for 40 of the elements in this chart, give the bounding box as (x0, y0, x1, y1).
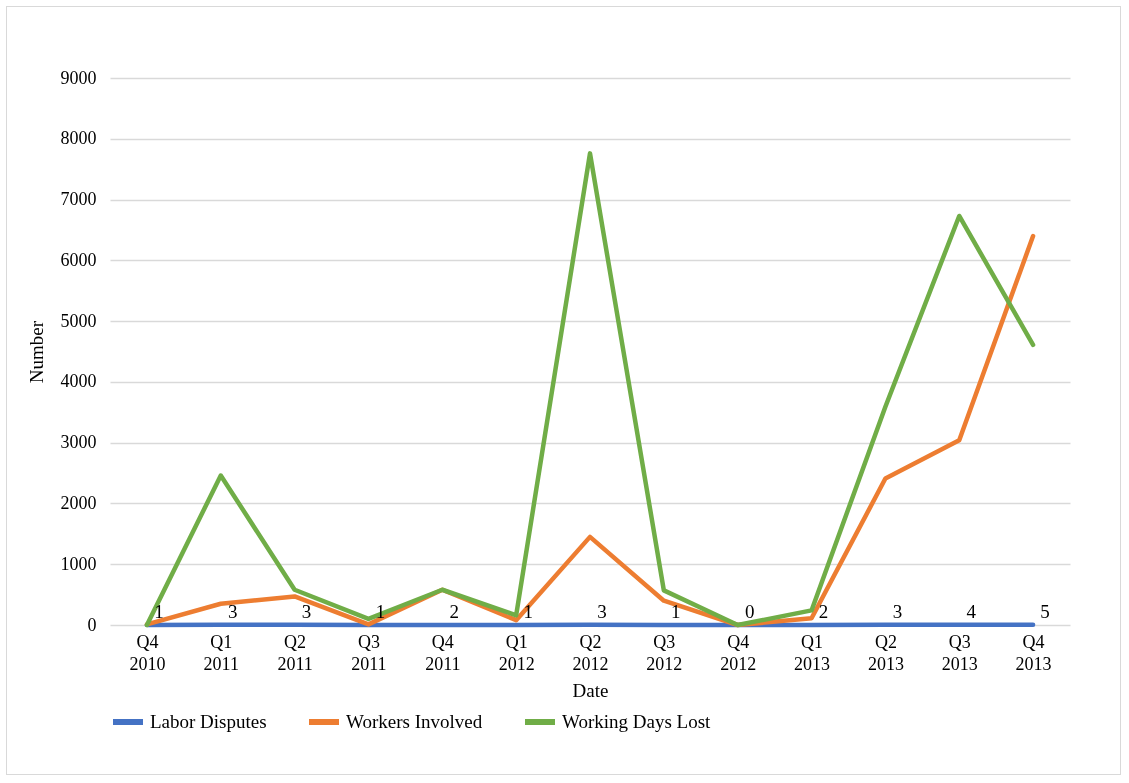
data-label: 3 (301, 600, 312, 622)
y-tick-label: 2000 (60, 492, 97, 513)
y-tick-label: 1000 (60, 553, 97, 574)
x-tick-label: Q2 2012 (572, 631, 609, 674)
x-tick-label: Q3 2013 (941, 631, 978, 674)
y-tick-label: 6000 (60, 249, 97, 270)
x-tick-label: Q4 2010 (129, 631, 166, 674)
x-tick-label: Q2 2013 (867, 631, 904, 674)
y-tick-label: 8000 (60, 128, 97, 149)
x-tick-label: Q4 2013 (1015, 631, 1052, 674)
x-axis-title: Date (572, 679, 609, 701)
data-label: 0 (744, 601, 755, 622)
data-label: 3 (228, 600, 238, 622)
x-tick-label: Q1 2011 (203, 631, 239, 674)
y-axis-title: Number (25, 320, 47, 384)
y-tick-label: 3000 (60, 432, 97, 453)
data-label: 1 (154, 600, 164, 622)
y-tick-label: 4000 (60, 371, 97, 392)
legend-label: Workers Involved (346, 711, 483, 732)
x-tick-label: Q1 2013 (794, 631, 831, 674)
legend-label: Labor Disputes (150, 711, 267, 732)
x-tick-label: Q4 2011 (425, 631, 461, 674)
y-tick-label: 7000 (60, 189, 97, 210)
data-label: 5 (1040, 600, 1050, 622)
data-label: 3 (892, 600, 903, 622)
data-label: 4 (966, 600, 977, 622)
legend-label: Working Days Lost (562, 711, 712, 732)
data-label: 2 (818, 600, 829, 622)
y-tick-label: 5000 (60, 310, 97, 331)
data-label: 2 (449, 600, 460, 622)
x-tick-label: Q3 2011 (351, 631, 387, 674)
line-series (144, 151, 1036, 628)
x-tick-label: Q3 2012 (646, 631, 683, 674)
x-tick-label: Q4 2012 (720, 631, 757, 674)
x-tick-label: Q2 2011 (277, 631, 313, 674)
data-label: 3 (597, 600, 607, 622)
y-tick-label: 9000 (60, 67, 97, 88)
data-label: 1 (671, 600, 681, 622)
x-tick-label: Q1 2012 (498, 631, 535, 674)
y-tick-label: 0 (87, 614, 97, 635)
